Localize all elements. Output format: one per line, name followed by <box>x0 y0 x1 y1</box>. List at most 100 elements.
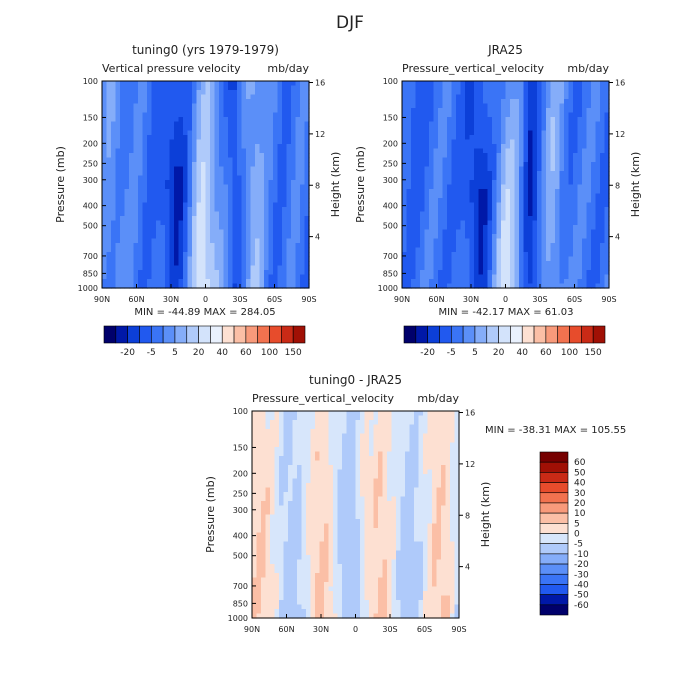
heatmap-cell <box>160 216 166 222</box>
heatmap-cell <box>546 126 552 132</box>
heatmap-cell <box>205 207 211 213</box>
heatmap-cell <box>496 279 502 285</box>
heatmap-cell <box>519 220 525 226</box>
heatmap-cell <box>505 117 511 123</box>
heatmap-cell <box>297 505 303 511</box>
heatmap-cell <box>255 103 261 109</box>
heatmap-cell <box>406 81 412 87</box>
heatmap-cell <box>573 225 579 231</box>
heatmap-cell <box>115 112 121 118</box>
heatmap-cell <box>447 184 453 190</box>
heatmap-cell <box>165 81 171 87</box>
heatmap-cell <box>147 130 153 136</box>
heatmap-cell <box>169 220 175 226</box>
heatmap-cell <box>460 198 466 204</box>
heatmap-cell <box>142 130 148 136</box>
heatmap-cell <box>282 153 288 159</box>
heatmap-cell <box>129 234 135 240</box>
heatmap-cell <box>406 184 412 190</box>
colorbar-label: 100 <box>561 348 578 358</box>
heatmap-cell <box>537 108 543 114</box>
heatmap-cell <box>156 90 162 96</box>
heatmap-cell <box>196 279 202 285</box>
heatmap-cell <box>460 130 466 136</box>
heatmap-cell <box>237 243 243 249</box>
heatmap-cell <box>514 139 520 145</box>
heatmap-cell <box>133 274 139 280</box>
heatmap-cell <box>219 243 225 249</box>
heatmap-cell <box>273 270 279 276</box>
heatmap-cell <box>142 270 148 276</box>
heatmap-cell <box>259 94 265 100</box>
heatmap-cell <box>102 256 108 262</box>
heatmap-cell <box>265 474 271 480</box>
heatmap-cell <box>492 175 498 181</box>
heatmap-cell <box>151 180 157 186</box>
heatmap-cell <box>250 94 256 100</box>
heatmap-cell <box>577 157 583 163</box>
heatmap-cell <box>261 424 267 430</box>
heatmap-cell <box>555 85 561 91</box>
heatmap-cell <box>273 126 279 132</box>
heatmap-cell <box>537 103 543 109</box>
heatmap-cell <box>496 175 502 181</box>
heatmap-cell <box>604 175 610 181</box>
heatmap-cell <box>523 139 529 145</box>
heatmap-cell <box>573 202 579 208</box>
heatmap-cell <box>478 229 484 235</box>
heatmap-cell <box>160 85 166 91</box>
heatmap-cell <box>555 157 561 163</box>
heatmap-cell <box>265 559 271 565</box>
heatmap-cell <box>433 81 439 87</box>
heatmap-cell <box>265 541 271 547</box>
colorbar-swatch <box>115 325 128 344</box>
heatmap-cell <box>286 279 292 285</box>
heatmap-cell <box>219 225 225 231</box>
heatmap-cell <box>591 135 597 141</box>
heatmap-cell <box>232 238 238 244</box>
heatmap-cell <box>537 81 543 87</box>
heatmap-cell <box>165 103 171 109</box>
heatmap-cell <box>174 279 180 285</box>
heatmap-cell <box>192 243 198 249</box>
heatmap-cell <box>514 144 520 150</box>
heatmap-cell <box>514 198 520 204</box>
heatmap-cell <box>288 483 294 489</box>
heatmap-cell <box>460 256 466 262</box>
heatmap-cell <box>586 234 592 240</box>
heatmap-cell <box>474 184 480 190</box>
heatmap-cell <box>604 130 610 136</box>
heatmap-cell <box>519 148 525 154</box>
heatmap-cell <box>205 81 211 87</box>
heatmap-cell <box>568 189 574 195</box>
heatmap-cell <box>228 229 234 235</box>
heatmap-cell <box>288 577 294 583</box>
heatmap-cell <box>411 171 417 177</box>
heatmap-cell <box>279 546 285 552</box>
heatmap-cell <box>582 252 588 258</box>
heatmap-cell <box>129 225 135 231</box>
heatmap-cell <box>483 247 489 253</box>
heatmap-cell <box>286 139 292 145</box>
heatmap-cell <box>295 153 301 159</box>
heatmap-cell <box>456 99 462 105</box>
heatmap-cell <box>519 225 525 231</box>
heatmap-cell <box>286 180 292 186</box>
heatmap-cell <box>205 130 211 136</box>
heatmap-cell <box>573 121 579 127</box>
heatmap-cell <box>288 541 294 547</box>
heatmap-cell <box>591 261 597 267</box>
heatmap-cell <box>268 265 274 271</box>
heatmap-cell <box>300 234 306 240</box>
heatmap-cell <box>210 189 216 195</box>
heatmap-cell <box>465 211 471 217</box>
heatmap-cell <box>505 157 511 163</box>
heatmap-cell <box>178 162 184 168</box>
heatmap-cell <box>300 130 306 136</box>
heatmap-cell <box>291 94 297 100</box>
heatmap-cell <box>523 283 529 289</box>
y2-axis-label: Height (km) <box>329 152 342 218</box>
heatmap-cell <box>478 117 484 123</box>
heatmap-cell <box>447 202 453 208</box>
heatmap-cell <box>528 130 534 136</box>
